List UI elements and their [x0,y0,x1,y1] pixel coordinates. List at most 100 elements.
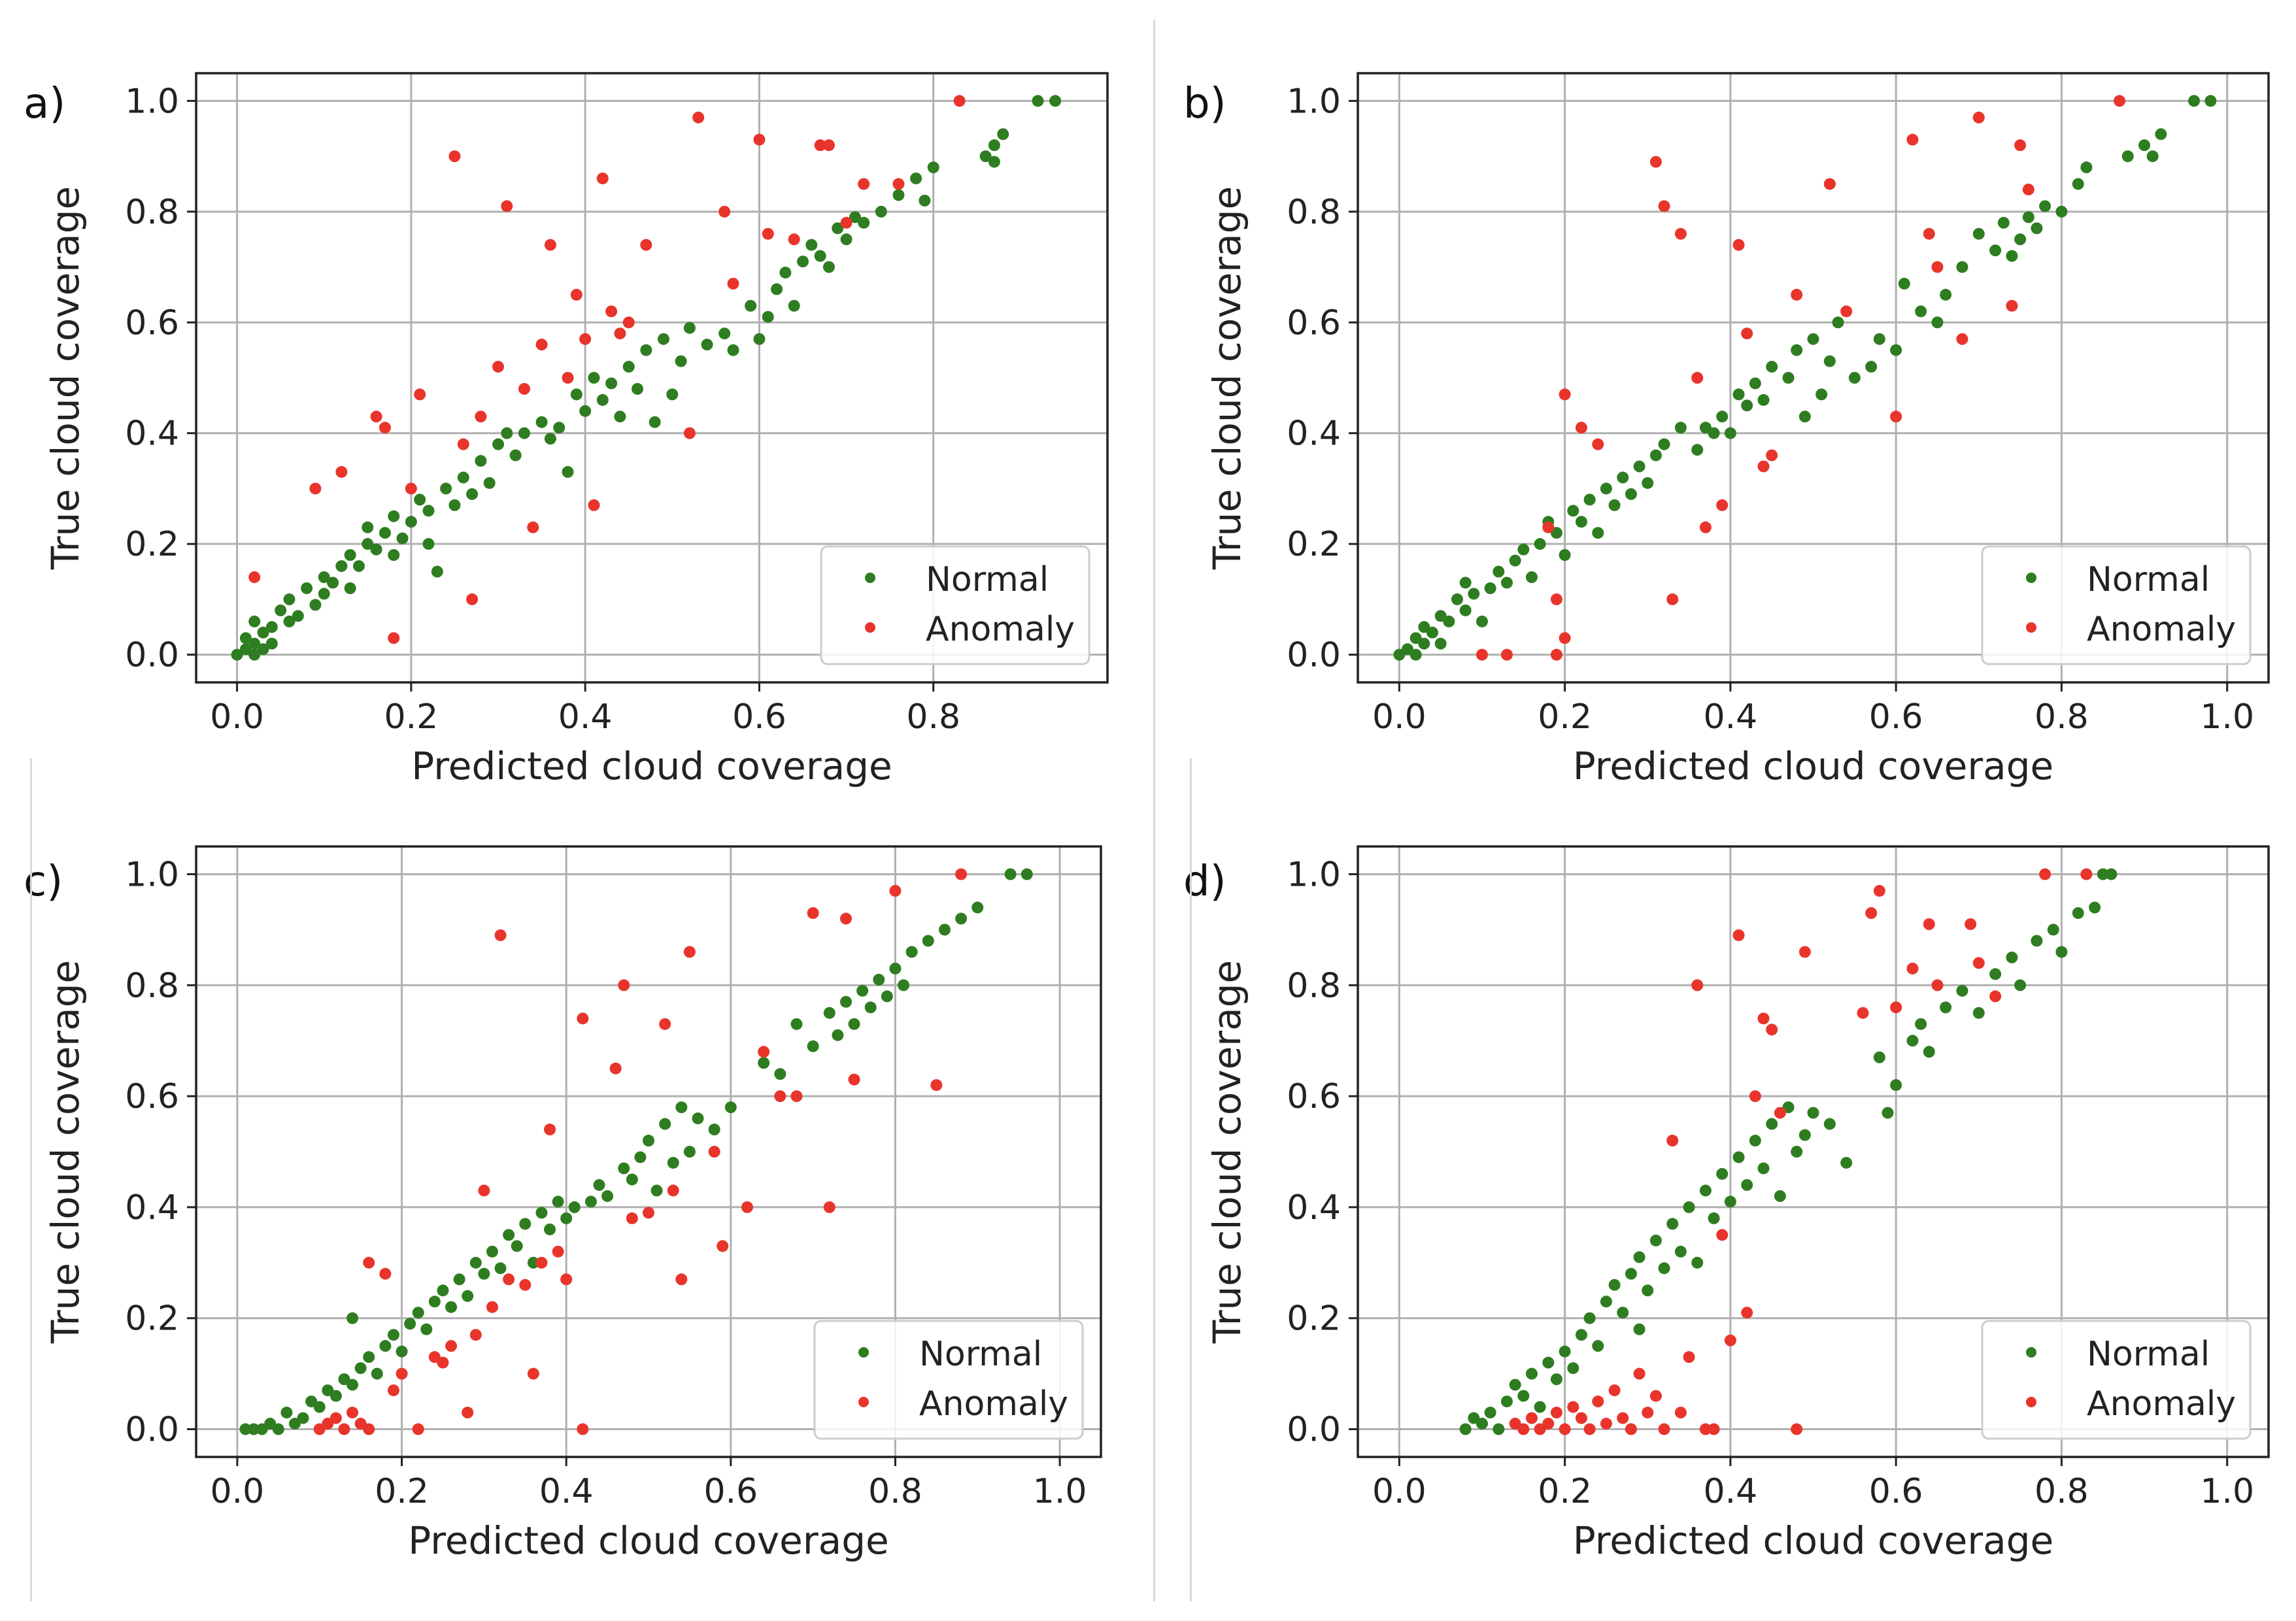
panel-label: a) [24,80,65,128]
anomaly-point [428,1351,441,1363]
normal-point [584,1195,597,1208]
x-tick-label: 0.6 [703,1472,758,1511]
normal-point [649,416,661,428]
normal-point [1583,493,1596,506]
anomaly-point [683,427,696,439]
anomaly-point [790,1090,803,1103]
panel-1: 0.0 0.2 0.4 0.6 0.8 1.0 0.0 0.2 0.4 0.6 0.8 1.0 Pred… [1183,72,2270,788]
anomaly-point [1741,327,1753,340]
normal-point [797,256,809,268]
normal-point [431,565,443,578]
anomaly-point [338,1423,350,1435]
anomaly-point [309,482,322,495]
anomaly-point [1550,593,1562,605]
normal-point [1774,1190,1786,1202]
anomaly-point [1674,227,1687,240]
anomaly-point [774,1090,786,1103]
normal-point [2031,222,2043,235]
normal-point [892,189,905,201]
normal-point [1525,1367,1538,1380]
normal-point [1600,482,1612,495]
normal-point [535,1207,548,1219]
anomaly-point [570,288,582,301]
normal-point [412,1307,424,1319]
anomaly-point [1534,1423,1546,1435]
normal-point [248,1423,260,1435]
normal-point [544,1223,556,1235]
normal-point [1699,1184,1712,1197]
normal-point [335,560,348,573]
normal-point [462,1290,474,1302]
anomaly-point [469,1329,482,1341]
normal-point [873,973,885,986]
anomaly-point [1583,1423,1596,1435]
anomaly-point [622,316,635,329]
normal-point [1716,1167,1729,1180]
normal-point [248,637,261,650]
anomaly-point [370,410,382,423]
normal-point [1724,427,1736,439]
normal-point [1633,1323,1646,1335]
anomaly-point [788,233,800,246]
normal-point [1567,505,1579,517]
y-axis-label: True cloud coverage [43,186,88,570]
normal-point [1791,344,1803,356]
anomaly-point [718,205,731,218]
normal-point [486,1245,498,1258]
anomaly-point [577,1012,589,1025]
anomaly-point [889,884,902,897]
normal-point [1625,488,1637,500]
normal-point [239,632,252,644]
x-tick-label: 0.2 [375,1472,429,1511]
normal-point [1873,1051,1885,1063]
anomaly-point [1741,1307,1753,1319]
left-border [30,758,32,1601]
normal-point [503,1229,515,1241]
legend-marker-anomaly [2026,1397,2036,1407]
anomaly-point [1774,1107,1786,1119]
normal-point [1575,516,1587,528]
normal-point [469,1256,482,1269]
x-tick-label: 1.0 [1033,1472,1087,1511]
normal-point [683,322,696,334]
anomaly-point [807,907,819,919]
legend-label-anomaly: Anomaly [2087,1384,2236,1424]
anomaly-point [527,1367,539,1380]
normal-point [1823,1118,1836,1130]
normal-point [318,571,330,584]
normal-point [2006,250,2018,262]
anomaly-point [596,172,609,184]
normal-point [318,588,330,600]
anomaly-point [1542,521,1555,533]
normal-point [2055,946,2068,958]
normal-point [379,527,391,539]
normal-point [864,1001,877,1014]
normal-point [1807,333,1819,345]
normal-point [264,1418,277,1430]
anomaly-point [448,150,461,163]
anomaly-point [609,1062,622,1075]
normal-point [1608,1278,1621,1291]
normal-point [257,643,269,656]
x-tick-label: 1.0 [2200,1472,2254,1511]
legend-marker-normal [2026,1347,2036,1358]
legend-box [1981,545,2252,665]
anomaly-point [335,466,348,478]
normal-point [404,1318,416,1330]
normal-point [414,493,426,506]
normal-point [1426,626,1438,639]
normal-point [875,205,887,218]
x-tick-label: 0.2 [1538,1472,1592,1511]
anomaly-point [562,372,574,384]
anomaly-point [329,1412,342,1424]
anomaly-point [1592,438,1604,450]
anomaly-point [363,1423,375,1435]
anomaly-point [1923,227,1935,240]
normal-point [718,327,731,340]
normal-point [437,1284,449,1297]
normal-point [265,637,278,650]
anomaly-point [758,1046,770,1058]
normal-point [1049,95,1062,107]
normal-point [1418,637,1430,650]
anomaly-point [1716,1229,1729,1241]
